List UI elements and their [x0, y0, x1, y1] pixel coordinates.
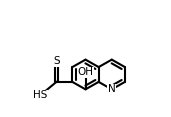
- Text: N: N: [108, 84, 116, 94]
- Text: HS: HS: [33, 90, 47, 100]
- Text: S: S: [53, 56, 60, 66]
- Text: OH: OH: [77, 67, 94, 77]
